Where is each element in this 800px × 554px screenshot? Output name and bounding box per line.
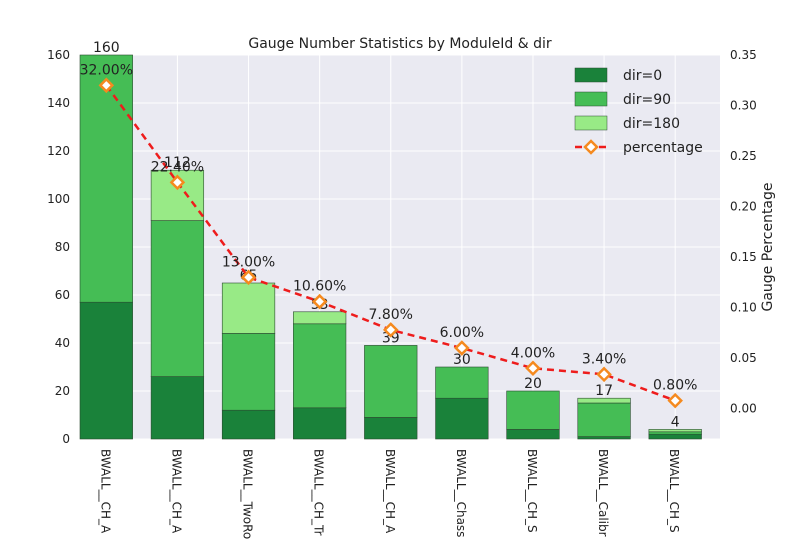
percentage-label: 13.00% bbox=[222, 254, 275, 270]
total-labels: 1601126553393020174 bbox=[93, 40, 680, 430]
bar-segment bbox=[150, 376, 205, 440]
x-axis: BWALL__CH_A BWALL__CH_A BWALL__TwoRo BWALL_… bbox=[98, 449, 681, 539]
y-tick-label: 160 bbox=[47, 48, 70, 62]
y-tick-label: 60 bbox=[55, 288, 70, 302]
x-tick-label: BWALL__CH_A bbox=[383, 449, 397, 534]
percentage-line bbox=[98, 77, 683, 409]
x-tick-label: BWALL__CH_A bbox=[169, 449, 183, 534]
bar-segment bbox=[648, 431, 702, 435]
bar-total-label: 39 bbox=[382, 330, 400, 346]
bar-segment bbox=[577, 436, 631, 440]
x-tick-label: BWALL__CH_Tr bbox=[312, 449, 326, 536]
x-tick-label: BWALL__CH_S bbox=[667, 449, 681, 533]
percentage-marker bbox=[98, 77, 115, 94]
y-tick-label: 80 bbox=[55, 240, 70, 254]
bar-segment bbox=[648, 429, 702, 433]
bar-segment bbox=[364, 417, 418, 440]
legend-swatch bbox=[574, 115, 608, 131]
y2-tick-label: 0.15 bbox=[730, 250, 757, 264]
percentage-marker bbox=[382, 322, 399, 338]
legend-label: dir=180 bbox=[623, 116, 680, 132]
x-tick-label: BWALL__Chass bbox=[454, 449, 468, 537]
x-tick-label: BWALL__Calibr bbox=[596, 449, 610, 537]
y2-tick-label: 0.05 bbox=[730, 351, 757, 365]
bar-segment bbox=[506, 429, 560, 440]
legend-marker-swatch bbox=[583, 139, 599, 155]
y-axis-right: 0.00 0.05 0.10 0.15 0.20 0.25 0.30 0.35 bbox=[730, 48, 757, 416]
bar-total-label: 30 bbox=[453, 352, 471, 368]
legend-swatch bbox=[574, 67, 608, 83]
bar-total-label: 20 bbox=[524, 376, 542, 392]
percentage-label: 32.00% bbox=[80, 62, 133, 78]
bar-segment bbox=[221, 333, 276, 411]
x-tick-label: BWALL__TwoRo bbox=[241, 449, 255, 539]
y-axis-left: 0 20 40 60 80 100 120 140 160 bbox=[47, 48, 70, 446]
percentage-label: 6.00% bbox=[440, 325, 484, 341]
percentage-marker bbox=[525, 360, 541, 377]
bar-segment bbox=[577, 397, 631, 404]
percentage-label: 10.60% bbox=[293, 279, 346, 295]
bar-total-label: 160 bbox=[93, 40, 120, 56]
y2-tick-label: 0.30 bbox=[730, 99, 757, 113]
y-tick-label: 120 bbox=[47, 144, 70, 158]
bar-segment bbox=[364, 345, 418, 418]
y2-axis-label: Gauge Percentage bbox=[760, 182, 776, 311]
percentage-label: 22.40% bbox=[151, 159, 204, 175]
bar-segment bbox=[293, 407, 347, 440]
legend-label: dir=90 bbox=[623, 92, 671, 108]
bar-segment bbox=[435, 397, 489, 440]
bar-total-label: 112 bbox=[164, 155, 191, 171]
y-tick-label: 100 bbox=[47, 192, 70, 206]
chart-title: Gauge Number Statistics by ModuleId & di… bbox=[248, 36, 552, 52]
x-tick-label: BWALL__CH_A bbox=[98, 449, 112, 534]
bar-total-label: 17 bbox=[595, 383, 613, 399]
bar-segment bbox=[150, 220, 205, 377]
bar-segment bbox=[79, 54, 133, 303]
legend-swatch bbox=[574, 91, 608, 107]
percentage-marker bbox=[240, 269, 257, 286]
percentage-marker bbox=[596, 366, 612, 383]
y2-tick-label: 0.35 bbox=[730, 48, 757, 62]
bar-segment bbox=[506, 390, 560, 430]
y-tick-label: 20 bbox=[55, 384, 70, 398]
bar-segment bbox=[221, 409, 276, 440]
percentage-labels: 32.00% 22.40% 13.00% 10.60% 7.80% 6.00% 4.00% 3… bbox=[80, 62, 698, 393]
y-tick-label: 0 bbox=[62, 432, 70, 446]
percentage-label: 7.80% bbox=[369, 307, 413, 323]
legend: dir=0 dir=90 dir=180 percentage bbox=[574, 67, 703, 156]
y2-tick-label: 0.00 bbox=[730, 402, 757, 416]
percentage-label: 0.80% bbox=[653, 378, 697, 394]
bar-segment bbox=[79, 301, 133, 440]
y2-tick-label: 0.25 bbox=[730, 149, 757, 163]
bar-total-label: 4 bbox=[671, 414, 680, 430]
bar-segment bbox=[293, 323, 347, 409]
percentage-label: 4.00% bbox=[511, 345, 555, 361]
bar-segment bbox=[293, 311, 347, 325]
y2-tick-label: 0.20 bbox=[730, 200, 757, 214]
bar-segment bbox=[435, 366, 489, 399]
percentage-label: 3.40% bbox=[582, 351, 626, 367]
legend-label: percentage bbox=[623, 140, 703, 156]
y-tick-label: 40 bbox=[55, 336, 70, 350]
percentage-marker bbox=[169, 174, 186, 191]
bars bbox=[79, 54, 702, 440]
bar-segment bbox=[221, 282, 276, 334]
legend-label: dir=0 bbox=[623, 68, 662, 84]
percentage-marker bbox=[454, 340, 470, 356]
y2-tick-label: 0.10 bbox=[730, 301, 757, 315]
percentage-marker bbox=[667, 392, 683, 409]
y-tick-label: 140 bbox=[47, 96, 70, 110]
bar-segment bbox=[648, 433, 702, 440]
bar-segment bbox=[577, 402, 631, 437]
percentage-marker bbox=[311, 293, 328, 310]
x-tick-label: BWALL__CH_S bbox=[525, 449, 539, 533]
